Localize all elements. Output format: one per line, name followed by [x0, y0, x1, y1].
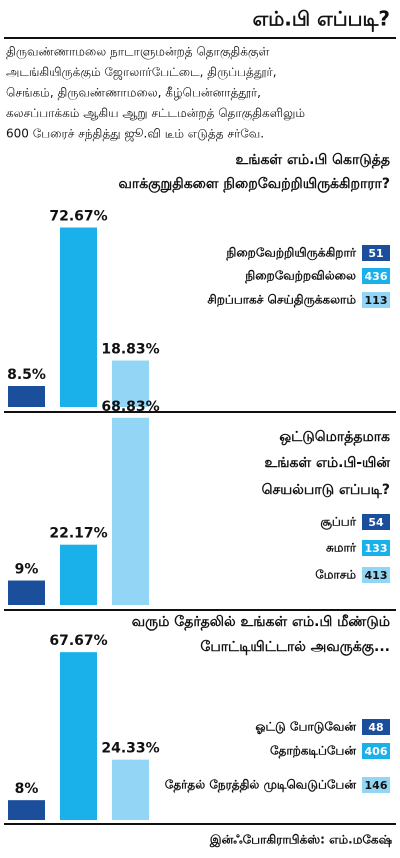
bar	[60, 544, 97, 605]
count: 436	[365, 270, 388, 283]
legend-label: மோசம்	[315, 568, 356, 582]
intro-line: கலசப்பாக்கம் ஆகிய ஆறு சட்டமன்றத் தொகுதிக…	[6, 106, 305, 121]
legend-label: தேர்தல் நேரத்தில் முடிவெடுப்பேன்	[165, 778, 357, 793]
legend-label: நிறைவேற்றியிருக்கிறார்	[225, 246, 356, 261]
legend-box	[362, 514, 390, 530]
question: ஒட்டுமொத்தமாக	[279, 429, 390, 446]
question: செயல்பாடு எப்படி?	[262, 482, 390, 498]
count: 133	[365, 542, 388, 555]
value-label: 9%	[15, 562, 39, 578]
count: 54	[368, 516, 384, 529]
legend-box	[362, 567, 390, 583]
value-label: 24.33%	[101, 741, 159, 757]
value-label: 67.67%	[49, 633, 107, 649]
question: வாக்குறுதிகளை நிறைவேற்றியிருக்கிறாரா?	[119, 176, 390, 193]
count: 51	[368, 247, 383, 260]
value-label: 22.17%	[49, 526, 107, 542]
credit: இன்ஃபோகிராபிக்ஸ்: எம்.மகேஷ்	[209, 833, 392, 848]
legend-label: தோற்கடிப்பேன்	[270, 744, 356, 759]
legend-box	[362, 743, 390, 759]
question: உங்கள் எம்.பி கொடுத்த	[236, 152, 390, 169]
count: 413	[365, 569, 388, 582]
legend-label: சூப்பர்	[320, 515, 356, 530]
legend-box	[362, 719, 390, 735]
legend-label: சிறப்பாகச் செய்திருக்கலாம்	[207, 293, 356, 308]
legend-box	[362, 268, 390, 284]
value-label: 18.83%	[101, 341, 159, 357]
page-title: எம்.பி எப்படி?	[253, 7, 390, 33]
value-label: 72.67%	[49, 209, 107, 225]
value-label: 8.5%	[7, 367, 46, 383]
bar	[60, 652, 97, 820]
value-label: 8%	[15, 781, 39, 797]
legend-box	[362, 245, 390, 261]
count: 113	[365, 294, 388, 307]
intro-line: 600 பேரைச் சந்தித்து ஜூ.வி டீம் எடுத்த ச…	[6, 127, 264, 142]
legend-label: ஓட்டு போடுவேன்	[255, 720, 356, 735]
bar	[8, 800, 45, 820]
bar	[112, 360, 149, 407]
legend-box	[362, 777, 390, 793]
value-label: 68.83%	[101, 399, 159, 415]
bar	[112, 417, 149, 605]
question: வரும் தேர்தலில் உங்கள் எம்.பி மீண்டும்	[132, 614, 390, 631]
legend-label: சுமார்	[326, 541, 357, 555]
count: 406	[365, 745, 388, 758]
legend-box	[362, 292, 390, 308]
question: போட்டியிட்டால் அவருக்கு...	[200, 639, 390, 656]
question: உங்கள் எம்.பி-யின்	[265, 455, 391, 471]
legend-label: நிறைவேற்றவில்லை	[244, 269, 356, 284]
bar	[8, 580, 45, 605]
intro-line: அடங்கியிருக்கும் ஜோலார்பேட்டை, திருப்பத்…	[6, 65, 277, 80]
count: 48	[368, 721, 383, 734]
intro-line: திருவண்ணாமலை நாடாளுமன்றத் தொகுதிக்குள்	[6, 45, 270, 60]
bar	[8, 386, 45, 407]
bar	[112, 759, 149, 820]
count: 146	[365, 779, 388, 792]
legend-box	[362, 540, 390, 556]
bar	[60, 227, 97, 407]
intro-line: செங்கம், திருவண்ணாமலை, கீழ்பென்னாத்தூர்,	[6, 86, 261, 101]
